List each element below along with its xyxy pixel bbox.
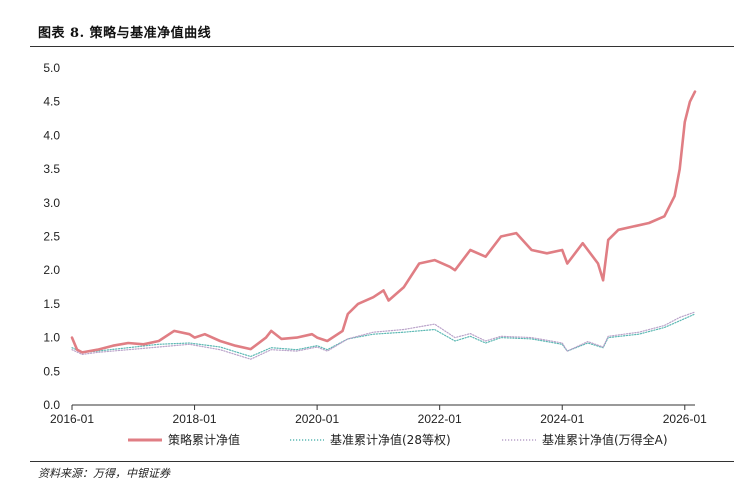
source-note: 资料来源：万得，中银证券 [38,467,170,480]
legend-label-1: 基准累计净值(28等权) [330,432,451,447]
x-axis: 2016-01 2018-01 2020-01 2022-01 2024-01 2026-… [50,404,707,426]
figure-title: 图表 8. 策略与基准净值曲线 [38,26,212,41]
series-line-0 [70,90,697,354]
series-line-1 [71,313,696,358]
y-tick-label: 0.0 [43,398,60,412]
legend: 策略累计净值 基准累计净值(28等权) 基准累计净值(万得全A) [128,432,668,447]
y-tick-label: 3.5 [43,162,60,176]
x-tick-label: 2016-01 [50,412,94,426]
y-axis: 0.0 0.5 1.0 1.5 2.0 2.5 3.0 3.5 4.0 4.5 5.0 [43,61,60,412]
y-tick-label: 4.5 [43,95,60,109]
series-line-2 [71,311,696,360]
y-tick-label: 3.0 [43,196,60,210]
x-tick-label: 2024-01 [540,412,584,426]
x-tick-label: 2026-01 [663,412,707,426]
x-tick-label: 2022-01 [418,412,462,426]
y-tick-label: 4.0 [43,128,60,142]
legend-label-2: 基准累计净值(万得全A) [542,432,668,447]
x-tick-label: 2020-01 [295,412,339,426]
y-tick-label: 1.0 [43,331,60,345]
series-layer [70,90,697,360]
y-tick-label: 5.0 [43,61,60,75]
legend-label-0: 策略累计净值 [168,432,240,447]
y-tick-label: 1.5 [43,297,60,311]
source-rule [30,461,734,462]
y-tick-label: 2.5 [43,230,60,244]
y-tick-label: 2.0 [43,263,60,277]
y-tick-label: 0.5 [43,364,60,378]
x-tick-label: 2018-01 [173,412,217,426]
title-rule [30,46,734,47]
